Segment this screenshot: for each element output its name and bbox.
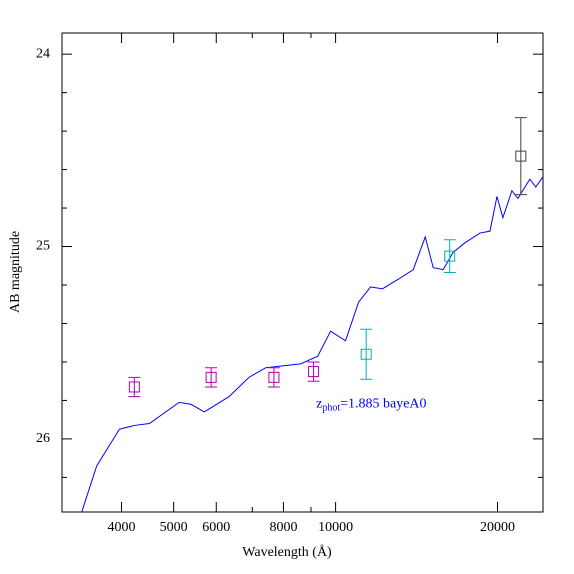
y-tick-label: 25	[36, 239, 50, 254]
annotation-part: =1.885 bayeA0	[340, 396, 426, 411]
plot-frame	[61, 32, 544, 513]
error-bar	[267, 367, 280, 388]
marker	[308, 366, 320, 378]
photometry-point	[514, 117, 527, 196]
marker	[128, 381, 140, 393]
error-bar	[205, 367, 218, 388]
marker	[444, 250, 456, 262]
error-bar	[128, 376, 141, 398]
x-tick-label: 10000	[318, 520, 353, 535]
model-line	[81, 176, 543, 512]
annotation-part: phot	[322, 403, 340, 414]
marker	[515, 150, 527, 162]
photometry-point	[307, 361, 320, 382]
annotation: zphot=1.885 bayeA0	[316, 396, 426, 413]
plot-layer: 4000 5000 6000 8000 10000 20000 24 25 26 zphot=1.…	[36, 33, 543, 535]
error-bar	[307, 361, 320, 382]
marker	[360, 348, 372, 360]
photometry-point	[128, 376, 141, 398]
photometry-point	[205, 367, 218, 388]
marker	[268, 371, 280, 383]
error-bar	[360, 328, 373, 380]
x-tick-label: 8000	[269, 520, 297, 535]
x-tick-label: 4000	[108, 520, 136, 535]
photometry-point	[360, 328, 373, 380]
x-tick-label: 5000	[160, 520, 188, 535]
y-tick-label: 24	[36, 46, 50, 61]
error-bar	[514, 117, 527, 196]
x-tick-label: 6000	[202, 520, 230, 535]
annotation-part: z	[316, 396, 322, 411]
marker	[205, 371, 217, 383]
y-tick-label: 26	[36, 431, 50, 446]
x-axis-label: Wavelength (Å)	[242, 544, 332, 560]
photometry-point	[443, 239, 456, 273]
plot-area	[81, 176, 543, 512]
photometry-point	[267, 367, 280, 388]
error-bar	[443, 239, 456, 273]
y-axis-label: AB magnitude	[8, 231, 23, 313]
x-tick-label: 20000	[480, 520, 515, 535]
